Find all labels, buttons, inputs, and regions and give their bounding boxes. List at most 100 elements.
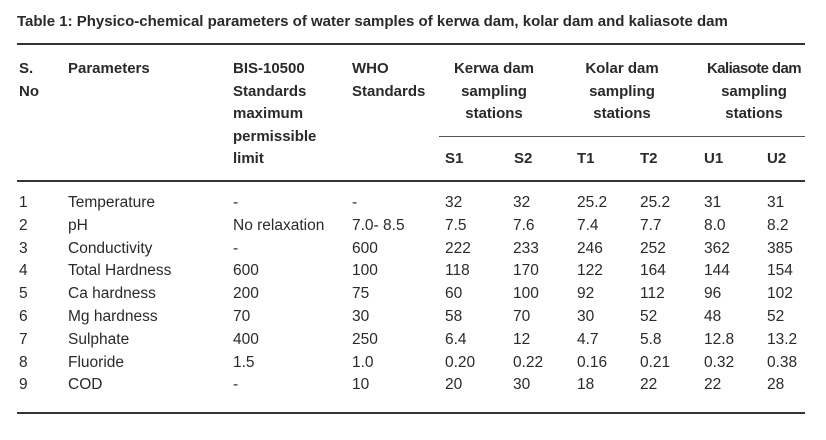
cell-bis-limit: 400 [233,330,259,348]
station-header-u1: U1 [704,150,724,167]
cell-s1: 60 [445,285,463,303]
cell-t1: 0.16 [577,353,608,371]
cell-u2: 31 [767,194,785,211]
cell-sno: 4 [19,262,28,280]
cell-bis-limit: 600 [233,262,259,280]
cell-u1: 12.8 [704,330,735,348]
cell-t2: 252 [640,239,666,257]
header-bottom-rule [17,180,805,182]
cell-s1: 20 [445,376,463,394]
cell-s2: 233 [513,239,539,257]
cell-t1: 7.4 [577,216,599,234]
cell-sno: 3 [19,239,28,257]
cell-parameter: pH [68,216,88,234]
cell-s2: 70 [513,308,531,325]
cell-parameter: Conductivity [68,239,153,257]
header-bis-line: BIS-10500 [233,60,305,77]
cell-sno: 7 [19,330,28,348]
cell-s2: 170 [513,262,539,280]
station-header-s2: S2 [514,150,533,167]
header-kolar-line: stations [593,105,651,122]
cell-s1: 32 [445,194,463,211]
bottom-rule [17,412,805,414]
cell-t1: 30 [577,308,595,325]
header-kerwa-line: stations [465,105,523,122]
cell-sno: 6 [19,308,28,325]
header-kolar-line: Kolar dam [585,60,659,77]
header-parameters: Parameters [68,60,150,77]
cell-t2: 112 [640,285,665,303]
header-kolar: Kolar dam sampling stations [569,58,675,126]
cell-parameter: Ca hardness [68,285,156,303]
station-header-u2: U2 [767,150,787,167]
station-header-t2: T2 [640,150,658,167]
cell-t1: 18 [577,376,595,394]
cell-bis-limit: - [233,194,239,211]
cell-t2: 164 [640,262,666,280]
header-kaliasote: Kaliasote dam sampling stations [702,58,806,126]
cell-t1: 246 [577,239,603,257]
station-header-t1: T1 [577,150,595,167]
cell-who-standard: 10 [352,376,370,394]
cell-u1: 362 [704,239,730,257]
cell-u2: 8.2 [767,216,789,234]
cell-u2: 13.2 [767,330,798,348]
cell-who-standard: 30 [352,308,370,325]
header-sno-line: S. [19,60,34,77]
cell-u1: 144 [704,262,730,280]
cell-t1: 4.7 [577,330,599,348]
cell-who-standard: - [352,194,358,211]
cell-who-standard: 1.0 [352,353,374,371]
header-kerwa: Kerwa dam sampling stations [441,58,547,126]
header-sno: S. No [19,58,39,103]
cell-t2: 52 [640,308,658,325]
cell-parameter: Total Hardness [68,262,172,280]
cell-bis-limit: 1.5 [233,353,255,371]
cell-u2: 102 [767,285,793,303]
cell-who-standard: 600 [352,239,378,257]
cell-sno: 9 [19,376,28,394]
cell-parameter: Fluoride [68,353,124,371]
cell-t1: 92 [577,285,595,303]
cell-bis-limit: - [233,239,239,257]
cell-s2: 7.6 [513,216,535,234]
cell-parameter: COD [68,376,103,394]
cell-t2: 25.2 [640,194,671,211]
cell-s2: 100 [513,285,539,303]
cell-u1: 31 [704,194,722,211]
cell-bis-limit: 200 [233,285,259,303]
station-header-s1: S1 [445,150,464,167]
cell-u2: 0.38 [767,353,798,371]
table-caption: Table 1: Physico-chemical parameters of … [17,13,728,30]
cell-s1: 58 [445,308,463,325]
header-kerwa-line: sampling [461,82,527,100]
cell-s1: 6.4 [445,330,467,348]
cell-s1: 7.5 [445,216,467,234]
station-subrule [439,136,805,137]
cell-sno: 8 [19,353,28,371]
cell-u2: 385 [767,239,793,257]
cell-t2: 7.7 [640,216,662,234]
cell-u2: 28 [767,376,785,394]
cell-t2: 5.8 [640,330,662,348]
cell-u1: 8.0 [704,216,726,234]
header-kaliasote-line: Kaliasote dam [707,60,802,77]
header-who-line: Standards [352,82,426,100]
header-bis-line: maximum [233,105,304,122]
cell-s1: 222 [445,239,471,257]
cell-u1: 22 [704,376,722,394]
cell-parameter: Sulphate [68,330,130,348]
cell-who-standard: 250 [352,330,378,348]
header-kaliasote-line: sampling [721,82,787,100]
cell-who-standard: 100 [352,262,378,280]
header-kolar-line: sampling [589,82,655,100]
header-kerwa-line: Kerwa dam [453,60,535,77]
cell-parameter: Mg hardness [68,308,158,325]
cell-u1: 48 [704,308,722,325]
cell-bis-limit: No relaxation [233,216,325,234]
cell-t2: 22 [640,376,658,394]
top-rule [17,43,805,45]
cell-sno: 5 [19,285,28,303]
cell-sno: 2 [19,216,28,234]
cell-t1: 25.2 [577,194,608,211]
